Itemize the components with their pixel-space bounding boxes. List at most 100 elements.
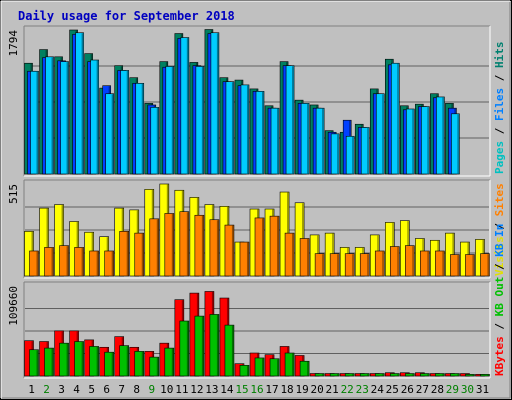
bar-shade xyxy=(126,70,129,174)
bar-shade xyxy=(201,66,204,174)
bar-shade xyxy=(156,107,159,174)
bar-shade xyxy=(231,325,234,376)
bar-shade xyxy=(216,220,219,276)
bar-kb-out-14 xyxy=(224,324,235,377)
bar-shade xyxy=(322,374,324,376)
x-tick-label-22: 22 xyxy=(341,383,354,396)
bar-pages-14 xyxy=(225,81,235,175)
bar-pages-10 xyxy=(165,66,175,175)
bar-shade xyxy=(382,251,384,276)
legend-entry: KB Out xyxy=(493,277,506,317)
bar-sites-4 xyxy=(74,247,84,277)
bar-kb-out-21 xyxy=(329,373,340,377)
legend-entry: KBytes xyxy=(493,336,506,376)
x-tick-label-1: 1 xyxy=(28,383,35,396)
bar-pages-5 xyxy=(90,59,99,175)
x-tick-label-23: 23 xyxy=(356,383,369,396)
bar-kb-out-1 xyxy=(29,349,39,377)
bar-shade xyxy=(171,348,174,376)
bar-shade xyxy=(81,247,84,276)
legend-entry: KB In xyxy=(493,224,506,257)
bar-shade xyxy=(412,246,414,276)
x-tick-label-5: 5 xyxy=(88,383,95,396)
bar-pages-16 xyxy=(255,91,265,175)
x-tick-label-28: 28 xyxy=(431,383,444,396)
x-tick-label-9: 9 xyxy=(148,383,155,396)
bar-shade xyxy=(246,242,249,276)
bar-kb-out-26 xyxy=(405,373,415,377)
bar-shade xyxy=(66,246,69,276)
bar-kb-out-8 xyxy=(134,351,145,377)
bar-shade xyxy=(307,238,309,276)
bar-shade xyxy=(457,255,459,276)
bar-shade xyxy=(262,358,264,376)
bar-shade xyxy=(382,94,384,174)
panel-hits: 1794 Pages / Files / Hits xyxy=(7,25,506,177)
bar-shade xyxy=(442,374,444,376)
bar-pages-3 xyxy=(60,61,69,175)
bar-shade xyxy=(81,342,84,376)
legend-entry: Hits xyxy=(493,42,506,69)
legend-visits: Visits / Sites xyxy=(493,183,506,276)
bar-shade xyxy=(337,374,339,376)
legend-entry: Sites xyxy=(493,183,506,216)
bar-shade xyxy=(292,353,294,376)
bar-shade xyxy=(156,357,159,376)
bar-kb-out-18 xyxy=(284,352,295,377)
bar-shade xyxy=(457,374,459,376)
bar-kb-out-4 xyxy=(74,341,84,377)
bar-shade xyxy=(81,33,84,174)
bar-pages-2 xyxy=(45,56,54,175)
bar-kb-out-2 xyxy=(44,347,54,377)
bar-kb-out-16 xyxy=(254,357,265,377)
bar-kb-out-6 xyxy=(104,351,114,377)
x-tick-label-27: 27 xyxy=(416,383,429,396)
bar-pages-8 xyxy=(135,82,145,175)
x-tick-label-2: 2 xyxy=(43,383,50,396)
bar-shade xyxy=(322,108,324,174)
bar-pages-26 xyxy=(406,108,415,175)
bar-shade xyxy=(96,251,99,276)
bar-visits-3 xyxy=(54,204,64,277)
bar-shade xyxy=(141,83,144,174)
bar-shade xyxy=(231,82,234,174)
bar-pages-1 xyxy=(30,70,39,175)
bar-pages-20 xyxy=(315,107,325,175)
bar-sites-3 xyxy=(59,245,69,277)
bar-shade xyxy=(292,66,294,174)
bar-sites-15 xyxy=(239,241,250,277)
bar-shade xyxy=(36,251,39,276)
ymax-label-hits: 1794 xyxy=(7,30,20,57)
bar-shade xyxy=(427,251,429,276)
bar-sites-1 xyxy=(29,250,39,277)
bar-visits-2 xyxy=(39,207,49,277)
bar-sites-24 xyxy=(374,250,385,277)
bar-pages-19 xyxy=(300,103,310,175)
bar-pages-6 xyxy=(105,93,114,175)
x-tick-label-19: 19 xyxy=(295,383,308,396)
bar-pages-12 xyxy=(195,66,205,175)
bar-shade xyxy=(111,251,114,276)
bar-shade xyxy=(141,233,144,276)
bar-pages-9 xyxy=(150,107,160,175)
bar-shade xyxy=(66,62,69,174)
x-tick-label-25: 25 xyxy=(386,383,399,396)
bar-pages-22 xyxy=(345,135,355,175)
bar-sites-29 xyxy=(450,254,460,277)
bar-pages-17 xyxy=(270,107,280,175)
x-tick-label-31: 31 xyxy=(476,383,489,396)
legend-kbytes: KBytes / KB Out / KB In xyxy=(493,224,506,376)
bar-sites-22 xyxy=(344,253,355,277)
ymax-label-kbytes: 109660 xyxy=(7,286,20,326)
x-tick-label-15: 15 xyxy=(235,383,248,396)
x-tick-label-4: 4 xyxy=(73,383,80,396)
bar-shade xyxy=(66,343,69,376)
chart-title: Daily usage for September 2018 xyxy=(18,9,235,23)
bar-kb-out-28 xyxy=(435,373,445,377)
x-tick-label-10: 10 xyxy=(160,383,173,396)
bar-sites-28 xyxy=(435,250,445,277)
x-tick-label-21: 21 xyxy=(326,383,339,396)
bar-shade xyxy=(277,216,279,276)
x-tick-label-14: 14 xyxy=(220,383,234,396)
